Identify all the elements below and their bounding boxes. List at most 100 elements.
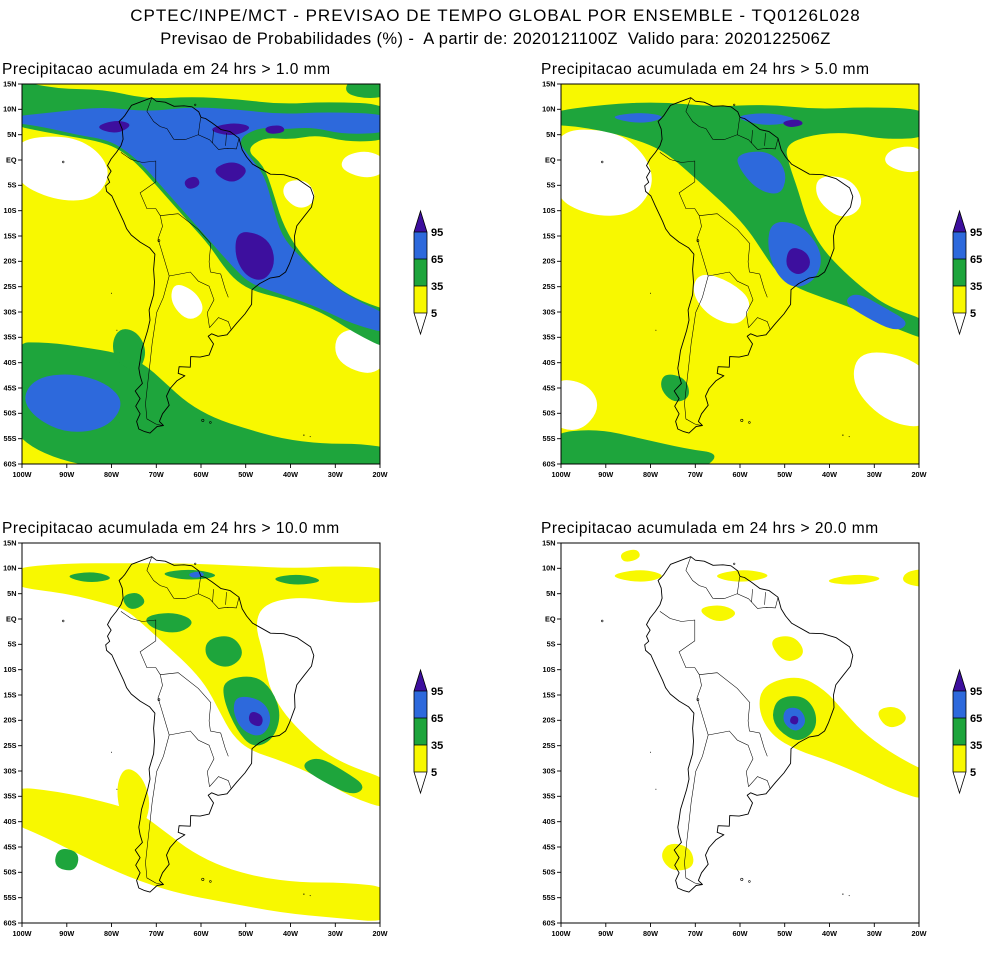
probability-region-p65 (847, 294, 906, 330)
lon-tick-label: 60W (732, 929, 747, 938)
panel-precip-gt-5mm: Precipitacao acumulada em 24 hrs > 5.0 m… (541, 61, 989, 486)
lat-tick-label: 60S (4, 459, 17, 468)
lon-tick-label: 80W (643, 470, 658, 479)
island-outline (748, 421, 751, 424)
lat-tick-label: EQ (545, 155, 556, 164)
lat-tick-label: 55S (4, 893, 17, 902)
island-outline (61, 619, 65, 623)
island-dot (848, 436, 850, 438)
lon-tick-label: 40W (283, 470, 298, 479)
lat-tick-label: 60S (543, 459, 556, 468)
lat-tick-label: 45S (4, 383, 17, 392)
lat-tick-label: 15S (543, 231, 556, 240)
lon-tick-label: 30W (328, 470, 343, 479)
lat-tick-label: 10S (4, 206, 17, 215)
colorbar-tick-label: 5 (431, 767, 437, 779)
colorbar-tick-label: 65 (970, 713, 982, 725)
lat-tick-label: 45S (543, 842, 556, 851)
lon-tick-label: 90W (59, 470, 74, 479)
island-dot (111, 292, 112, 294)
island-dot (309, 436, 311, 438)
probability-region-p95 (212, 123, 250, 136)
map-precip-gt-20mm: 15N 10N 5N EQ 5S 10S 15S 20S 25S 30S 35S 40S 45S 50S 5… (542, 540, 982, 938)
lon-tick-label: 20W (372, 470, 387, 479)
island-dot (303, 893, 305, 895)
lat-tick-label: 5N (7, 589, 16, 598)
probability-region-p35 (146, 613, 192, 633)
lon-tick-label: 50W (238, 470, 253, 479)
lat-tick-label: 35S (543, 792, 556, 801)
lat-tick-label: 15S (4, 690, 17, 699)
country-borders (120, 97, 240, 426)
probability-region-p5 (620, 549, 640, 562)
island-outline (733, 103, 736, 106)
axis-ticks: 15N 10N 5N EQ 5S 10S 15S 20S 25S 30S 35S 40S 45S 50S 5… (542, 81, 926, 479)
colorbar: 95 65 35 5 (413, 668, 443, 795)
axis-ticks: 15N 10N 5N EQ 5S 10S 15S 20S 25S 30S 35S 40S 45S 50S 5… (542, 540, 926, 938)
lon-tick-label: 40W (283, 929, 298, 938)
probability-region-p95 (786, 248, 810, 274)
island-dot (116, 788, 118, 790)
colorbar-tick-label: 95 (431, 686, 443, 698)
island-dot (842, 434, 844, 436)
probability-region-p35 (55, 849, 79, 871)
probability-region-p95 (215, 162, 246, 182)
probability-region-p95 (265, 125, 285, 134)
lat-tick-label: 40S (543, 358, 556, 367)
lon-tick-label: 60W (193, 470, 208, 479)
lat-tick-label: 10N (3, 105, 16, 114)
lat-tick-label: 15N (542, 540, 555, 547)
colorbar-tick-label: 65 (970, 254, 982, 266)
lon-tick-label: 70W (688, 929, 703, 938)
island-outline (157, 698, 161, 701)
lat-tick-label: 45S (4, 842, 17, 851)
probability-region-p0 (816, 176, 862, 217)
island-dot (655, 329, 657, 331)
lon-tick-label: 50W (777, 470, 792, 479)
island-dot (650, 751, 651, 753)
lon-tick-label: 30W (867, 929, 882, 938)
lat-tick-label: 15N (542, 81, 555, 88)
probability-region-p35 (205, 636, 242, 667)
lat-tick-label: 20S (543, 716, 556, 725)
lat-tick-label: 10N (542, 564, 555, 573)
lon-tick-label: 100W (551, 470, 570, 479)
probability-region-p65 (614, 113, 662, 123)
probability-region-p5 (614, 570, 662, 582)
lat-tick-label: 50S (4, 868, 17, 877)
lon-tick-label: 70W (149, 470, 164, 479)
probability-region-p95 (248, 711, 263, 727)
country-borders (659, 97, 779, 426)
probability-region-p0 (561, 129, 652, 216)
lon-tick-label: 90W (598, 470, 613, 479)
probability-region-p95 (783, 119, 803, 127)
lat-tick-label: 20S (4, 257, 17, 266)
island-outline (201, 418, 205, 422)
island-outline (740, 877, 744, 881)
colorbar-tick-label: 35 (431, 740, 443, 752)
lat-tick-label: 5S (8, 181, 17, 190)
lon-tick-label: 70W (149, 929, 164, 938)
lat-tick-label: 40S (543, 817, 556, 826)
lat-tick-label: 10S (543, 206, 556, 215)
lat-tick-label: 45S (543, 383, 556, 392)
probability-region-p5 (117, 769, 150, 831)
axis-ticks: 15N 10N 5N EQ 5S 10S 15S 20S 25S 30S 35S 40S 45S 50S 5… (3, 81, 387, 479)
probability-region-p65 (25, 374, 121, 432)
lon-tick-label: 100W (12, 470, 31, 479)
island-outline (733, 562, 736, 565)
lat-tick-label: 20S (4, 716, 17, 725)
panel-title: Precipitacao acumulada em 24 hrs > 1.0 m… (2, 61, 331, 78)
probability-region-p5 (22, 788, 380, 921)
lat-tick-label: 55S (543, 893, 556, 902)
map-background (561, 543, 919, 923)
page-header: CPTEC/INPE/MCT - PREVISAO DE TEMPO GLOBA… (0, 0, 991, 49)
island-dot (842, 893, 844, 895)
probability-region-p0 (171, 284, 203, 319)
maps-grid: Precipitacao acumulada em 24 hrs > 1.0 m… (0, 61, 991, 945)
lon-tick-label: 30W (328, 929, 343, 938)
island-outline (194, 562, 197, 565)
probability-region-p5 (878, 707, 906, 728)
probability-region-p0 (283, 180, 315, 208)
island-outline (696, 698, 700, 701)
